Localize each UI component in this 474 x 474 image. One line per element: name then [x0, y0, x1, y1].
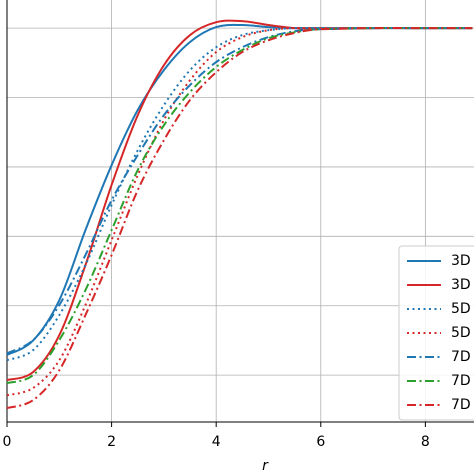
x-tick-label: 4 — [212, 434, 221, 450]
legend-label: 7D — [451, 349, 471, 365]
x-tick-label: 6 — [316, 434, 325, 450]
legend-label: 3D — [451, 277, 471, 293]
line-series — [6, 27, 473, 355]
x-axis-label: r — [262, 458, 269, 474]
line-series — [6, 27, 473, 410]
legend-label: 3D — [451, 253, 471, 269]
x-tick-label: 2 — [107, 434, 116, 450]
legend-label: 5D — [451, 325, 471, 341]
legend-label: 5D — [451, 301, 471, 317]
line-series — [6, 26, 473, 362]
legend-label: 7D — [451, 373, 471, 389]
x-tick-label: 8 — [421, 434, 430, 450]
legend-label: 7D — [451, 397, 471, 413]
legend-box — [398, 245, 474, 421]
x-tick-label: 0 — [3, 434, 12, 450]
